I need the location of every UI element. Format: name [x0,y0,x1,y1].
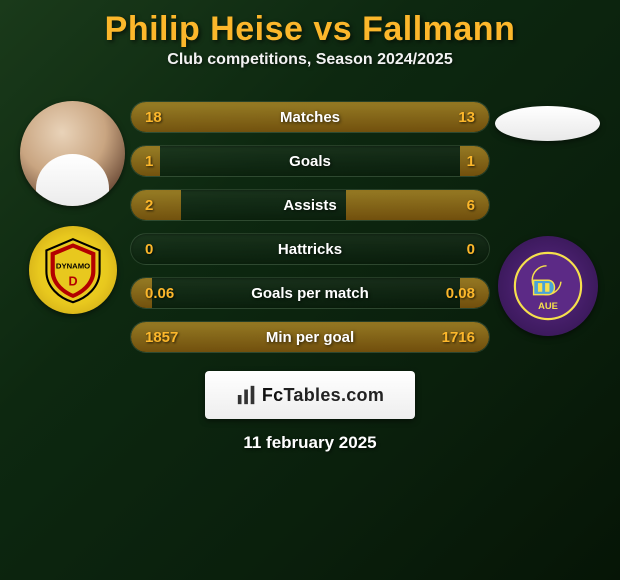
page-title: Philip Heise vs Fallmann [0,10,620,49]
brand-badge[interactable]: FcTables.com [205,371,415,419]
stat-row: 1857Min per goal1716 [130,321,490,353]
svg-text:D: D [68,274,77,288]
svg-text:DYNAMO: DYNAMO [55,262,89,271]
brand-text: FcTables.com [262,385,384,406]
stat-row: 2Assists6 [130,189,490,221]
erzgebirge-aue-icon: AUE [512,250,584,322]
club-right-badge: AUE [498,236,598,336]
stat-value-right: 0.08 [435,285,475,302]
svg-text:AUE: AUE [538,301,558,311]
stat-row: 0.06Goals per match0.08 [130,277,490,309]
stat-value-right: 13 [435,109,475,126]
club-left-badge: DYNAMO D [29,226,117,314]
stat-value-right: 6 [435,197,475,214]
page-subtitle: Club competitions, Season 2024/2025 [0,51,620,69]
player-left-avatar [20,101,125,206]
stat-value-right: 0 [435,241,475,258]
comparison-date: 11 february 2025 [0,433,620,453]
player-left-column: DYNAMO D [15,93,130,314]
bar-chart-icon [236,384,258,406]
stat-value-right: 1 [435,153,475,170]
dynamo-dresden-icon: DYNAMO D [38,235,108,305]
stat-row: 0Hattricks0 [130,233,490,265]
stat-row: 18Matches13 [130,101,490,133]
player-right-avatar [495,106,600,141]
stats-list: 18Matches13 1Goals1 2Assists6 0Hattricks0 0.… [130,93,490,353]
stat-row: 1Goals1 [130,145,490,177]
stat-value-right: 1716 [435,329,475,346]
comparison-body: DYNAMO D 18Matches13 1Goals1 2Assists6 0Hat… [0,93,620,353]
player-right-column: AUE [490,93,605,336]
comparison-card: Philip Heise vs Fallmann Club competitio… [0,0,620,580]
